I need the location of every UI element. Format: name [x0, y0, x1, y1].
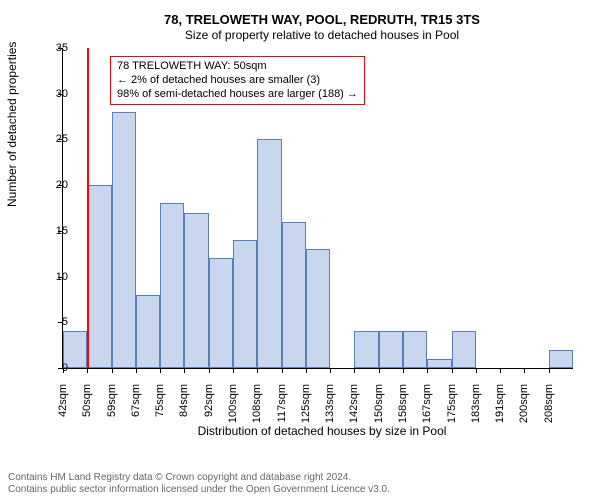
histogram-bar: [160, 203, 184, 368]
x-tickmark: [427, 368, 428, 373]
x-tick-label: 75sqm: [154, 384, 166, 424]
x-tick-label: 125sqm: [300, 384, 312, 424]
histogram-bar: [112, 112, 136, 368]
x-tick-label: 67sqm: [130, 384, 142, 424]
annotation-line: ← 2% of detached houses are smaller (3): [117, 74, 358, 88]
histogram-bar: [184, 213, 208, 368]
histogram-bar: [87, 185, 111, 368]
histogram-bar: [233, 240, 257, 368]
x-tickmark: [452, 368, 453, 373]
x-tick-label: 183sqm: [470, 384, 482, 424]
y-tick-label: 25: [38, 133, 68, 145]
annotation-line: 78 TRELOWETH WAY: 50sqm: [117, 60, 358, 74]
chart-container: 78, TRELOWETH WAY, POOL, REDRUTH, TR15 3…: [62, 12, 582, 432]
x-tickmark: [476, 368, 477, 373]
x-tick-label: 42sqm: [57, 384, 69, 424]
footer-line-2: Contains public sector information licen…: [8, 484, 390, 496]
x-tickmark: [500, 368, 501, 373]
x-tick-label: 158sqm: [397, 384, 409, 424]
x-tick-label: 191sqm: [494, 384, 506, 424]
x-tick-label: 150sqm: [373, 384, 385, 424]
y-tick-label: 20: [38, 179, 68, 191]
histogram-bar: [209, 258, 233, 368]
x-tickmark: [257, 368, 258, 373]
histogram-bar: [549, 350, 573, 368]
x-tickmark: [209, 368, 210, 373]
x-tick-label: 117sqm: [276, 384, 288, 424]
histogram-bar: [282, 222, 306, 368]
x-axis-label: Distribution of detached houses by size …: [62, 424, 582, 438]
x-tickmark: [354, 368, 355, 373]
x-tick-label: 92sqm: [203, 384, 215, 424]
y-tick-label: 5: [38, 316, 68, 328]
x-tick-label: 133sqm: [324, 384, 336, 424]
y-tick-label: 30: [38, 88, 68, 100]
x-tickmark: [233, 368, 234, 373]
x-tick-label: 208sqm: [543, 384, 555, 424]
y-tick-label: 10: [38, 271, 68, 283]
x-tick-label: 167sqm: [421, 384, 433, 424]
histogram-bar: [379, 331, 403, 368]
x-tickmark: [403, 368, 404, 373]
y-tick-label: 0: [38, 362, 68, 374]
x-tickmark: [549, 368, 550, 373]
histogram-bar: [257, 139, 281, 368]
x-tickmark: [184, 368, 185, 373]
x-tick-label: 175sqm: [446, 384, 458, 424]
x-tickmark: [112, 368, 113, 373]
histogram-bar: [136, 295, 160, 368]
footer-line-1: Contains HM Land Registry data © Crown c…: [8, 472, 390, 484]
histogram-bar: [354, 331, 378, 368]
histogram-bar: [306, 249, 330, 368]
x-tick-label: 100sqm: [227, 384, 239, 424]
x-tickmark: [160, 368, 161, 373]
histogram-bar: [403, 331, 427, 368]
x-tickmark: [379, 368, 380, 373]
chart-subtitle: Size of property relative to detached ho…: [62, 28, 582, 42]
x-tick-label: 108sqm: [251, 384, 263, 424]
annotation-line: 98% of semi-detached houses are larger (…: [117, 88, 358, 102]
chart-title: 78, TRELOWETH WAY, POOL, REDRUTH, TR15 3…: [62, 12, 582, 27]
x-tick-label: 84sqm: [178, 384, 190, 424]
histogram-bar: [427, 359, 451, 368]
y-tick-label: 15: [38, 225, 68, 237]
x-tickmark: [330, 368, 331, 373]
x-tickmark: [306, 368, 307, 373]
x-tickmark: [136, 368, 137, 373]
x-tick-label: 59sqm: [106, 384, 118, 424]
x-tick-label: 142sqm: [348, 384, 360, 424]
x-tickmark: [282, 368, 283, 373]
y-axis-label: Number of detached properties: [5, 42, 19, 207]
x-tickmark: [524, 368, 525, 373]
x-tick-label: 50sqm: [81, 384, 93, 424]
x-tick-label: 200sqm: [518, 384, 530, 424]
histogram-bar: [452, 331, 476, 368]
x-tickmark: [87, 368, 88, 373]
y-tick-label: 35: [38, 42, 68, 54]
annotation-box: 78 TRELOWETH WAY: 50sqm← 2% of detached …: [110, 56, 365, 105]
footer-attribution: Contains HM Land Registry data © Crown c…: [8, 472, 390, 496]
property-marker-line: [87, 48, 89, 368]
